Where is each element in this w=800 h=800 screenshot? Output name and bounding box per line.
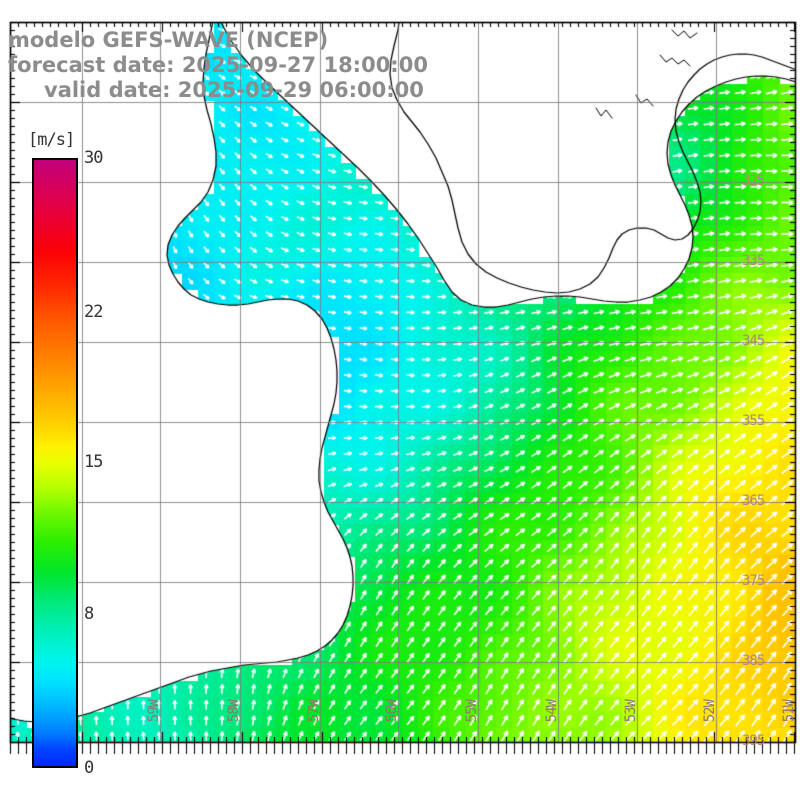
right-axis-label-385: 385 — [742, 653, 765, 669]
bottom-axis-label-58W: 58W — [226, 700, 242, 723]
figure-title-block: modelo GEFS-WAVE (NCEP) forecast date: 2… — [0, 28, 520, 103]
bottom-axis-label-51W: 51W — [781, 700, 797, 723]
bottom-axis-label-57W: 57W — [306, 700, 322, 723]
colorbar-tick-15: 15 — [84, 452, 104, 472]
model-title: modelo GEFS-WAVE (NCEP) — [8, 28, 329, 52]
bottom-axis-label-59W: 59W — [146, 700, 162, 723]
colorbar[interactable] — [32, 158, 78, 768]
bottom-axis-label-56W: 56W — [384, 700, 400, 723]
right-axis-label-355: 355 — [742, 413, 765, 429]
bottom-axis-label-55W: 55W — [464, 700, 480, 723]
bottom-axis-label-52W: 52W — [702, 700, 718, 723]
forecast-date-label: forecast date: 2025-09-27 18:00:00 — [8, 53, 428, 77]
right-axis-label-365: 365 — [742, 493, 765, 509]
colorbar-tick-0: 0 — [84, 758, 94, 778]
bottom-axis-label-53W: 53W — [623, 700, 639, 723]
colorbar-tick-22: 22 — [84, 302, 104, 322]
colorbar-tick-8: 8 — [84, 604, 94, 624]
right-axis-label-375: 375 — [742, 573, 765, 589]
right-axis-label-325: 325 — [742, 173, 765, 189]
colorbar-unit-label: [m/s] — [28, 130, 75, 150]
colorbar-gradient — [32, 158, 78, 768]
right-axis-label-345: 345 — [742, 333, 765, 349]
colorbar-tick-30: 30 — [84, 148, 104, 168]
right-axis-label-335: 335 — [742, 253, 765, 269]
valid-date-label: valid date: 2025-09-29 06:00:00 — [44, 78, 424, 102]
bottom-axis-label-54W: 54W — [544, 700, 560, 723]
right-axis-label-395: 395 — [742, 733, 765, 749]
